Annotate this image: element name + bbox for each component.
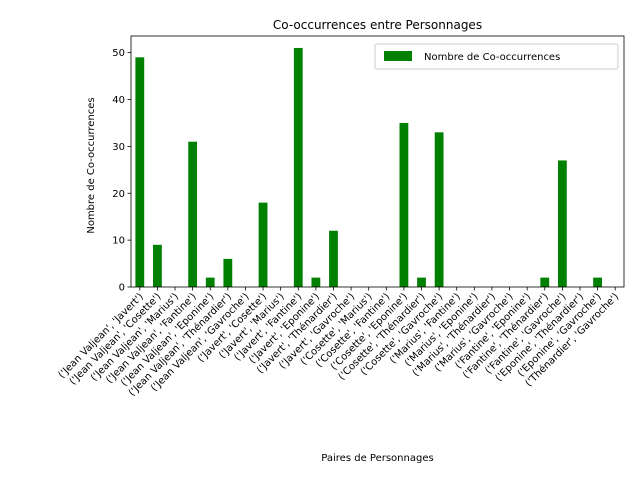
plot-frame [130,35,625,288]
bar [399,122,409,287]
bar [258,202,268,287]
chart-title: Co-occurrences entre Personnages [273,18,482,32]
bar [593,277,602,287]
x-axis-label: Paires de Personnages [321,453,433,464]
bar [540,277,550,287]
legend-label: Nombre de Co-occurrences [424,52,560,63]
y-axis-label: Nombre de Co-occurrences [86,97,97,233]
bar [311,277,321,287]
y-tick-label: 40 [112,95,125,106]
y-tick-label: 10 [112,236,125,247]
bar [293,47,303,288]
y-tick-label: 20 [112,189,125,200]
y-tick-label: 0 [119,283,125,294]
bar [153,244,162,287]
legend-swatch [384,51,412,61]
legend: Nombre de Co-occurrences [374,43,619,70]
bar [434,132,444,287]
y-ticks-group: 0 10 20 30 40 50 [112,48,131,294]
bar [557,160,567,287]
bar [223,258,233,287]
y-tick-label: 30 [112,142,125,153]
bars-group [135,47,602,288]
bar [205,277,215,287]
bar [135,57,145,287]
y-tick-label: 50 [112,48,125,59]
legend-box [374,43,619,70]
bar [188,141,198,287]
bar [417,277,426,287]
bar [329,230,338,287]
